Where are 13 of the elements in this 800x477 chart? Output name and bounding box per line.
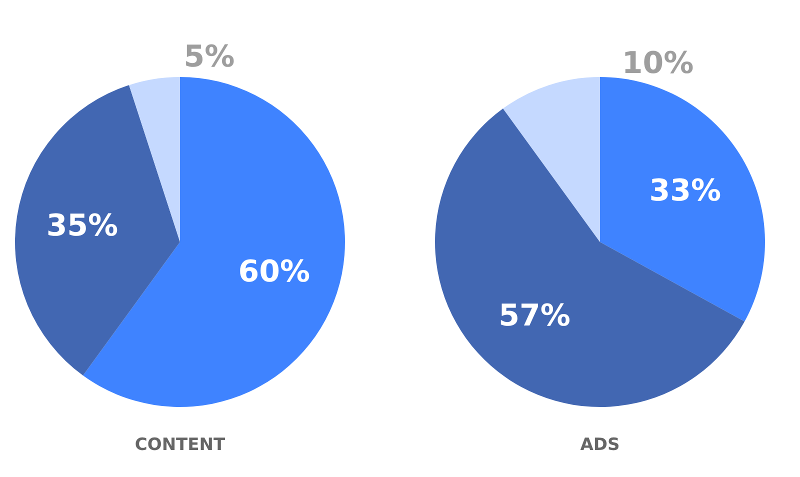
text: CONTENT bbox=[134, 435, 226, 455]
data-label: 33% bbox=[649, 174, 722, 209]
data-label: 10% bbox=[622, 46, 694, 82]
data-label: 5% bbox=[184, 39, 235, 74]
pie-slice bbox=[15, 85, 180, 376]
pie-slice bbox=[435, 108, 745, 407]
pie-slice bbox=[600, 77, 765, 322]
data-label: 35% bbox=[46, 208, 118, 244]
text: ADS bbox=[580, 435, 620, 455]
data-label: 60% bbox=[238, 254, 310, 290]
pie-slice bbox=[503, 77, 600, 242]
data-label: 57% bbox=[498, 298, 570, 334]
pie-slice bbox=[129, 77, 180, 242]
